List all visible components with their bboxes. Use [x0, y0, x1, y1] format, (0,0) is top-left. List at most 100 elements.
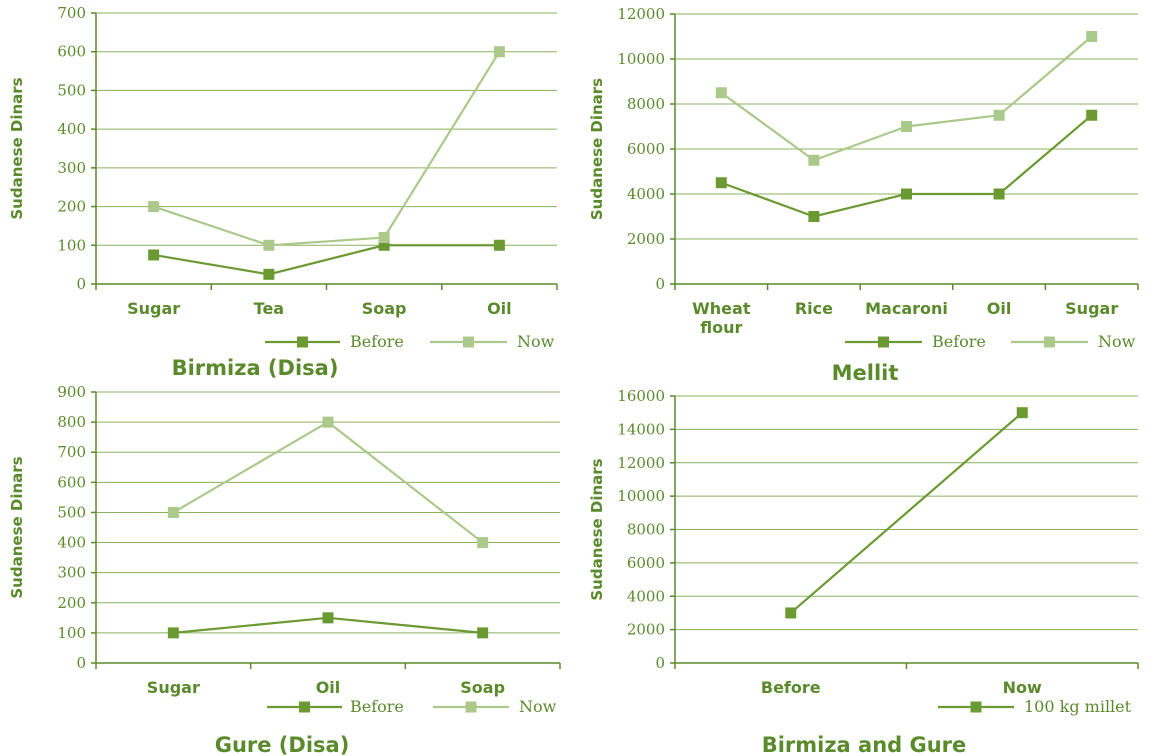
y-tick-label: 300 [57, 159, 86, 177]
y-tick-label: 0 [655, 275, 665, 293]
data-point-now [493, 46, 505, 58]
x-category-label: Sugar [1065, 299, 1118, 318]
legend-marker-swatch [970, 701, 982, 713]
y-tick-label: 8000 [627, 95, 665, 113]
legend-marker-swatch [297, 336, 308, 348]
data-point-now [993, 109, 1005, 121]
data-point-now [378, 232, 390, 244]
legend-label: 100 kg millet [1024, 697, 1132, 716]
chart-panel-2: 0 2000 4000 6000 8000 10000 12000 Wheat flour Ric… [588, 5, 1139, 385]
series-line-now [720, 35, 1093, 162]
y-axis-label: Sudanese Dinars [8, 77, 26, 219]
y-tick-label: 4000 [627, 185, 665, 203]
data-point-before [477, 627, 489, 639]
legend-marker-swatch [299, 701, 310, 713]
x-category-label: Sugar [127, 299, 180, 318]
data-point-before [901, 188, 912, 200]
data-point-before [378, 239, 390, 251]
y-tick-label: 900 [57, 383, 86, 401]
y-tick-label: 700 [57, 4, 86, 22]
data-point-before [808, 211, 820, 222]
data-point-now [322, 416, 334, 428]
legend-label: Now [1098, 332, 1136, 351]
y-tick-label: 500 [57, 503, 86, 521]
y-tick-label: 200 [57, 198, 86, 216]
y-tick-label: 4000 [627, 587, 665, 605]
x-category-label: Rice [795, 299, 833, 318]
y-tick-label: 6000 [627, 554, 665, 572]
y-tick-label: 400 [57, 120, 86, 138]
legend-entry: Before [845, 332, 986, 351]
y-tick-label: 500 [57, 81, 86, 99]
legend-label: Now [519, 697, 557, 716]
y-tick-label: 8000 [627, 521, 665, 539]
y-tick-label: 300 [57, 564, 86, 582]
chart-title: Birmiza (Disa) [172, 356, 339, 380]
y-tick-label: 100 [57, 236, 86, 254]
y-tick-label: 400 [57, 534, 86, 552]
legend-marker-swatch [1044, 336, 1055, 348]
x-category-label: Oil [316, 678, 341, 697]
data-point-before [1086, 109, 1098, 121]
legend-label: Before [932, 332, 986, 351]
data-point-now [901, 121, 912, 132]
data-point-now [477, 537, 489, 549]
x-category-label: Soap [362, 299, 407, 318]
y-tick-label: 0 [76, 654, 86, 672]
chart-panel-4: 0 2000 4000 6000 8000 10000 12000 14000 16000 Bef… [588, 387, 1139, 756]
y-tick-label: 10000 [617, 50, 665, 68]
data-point-now [148, 201, 160, 213]
legend-entry: 100 kg millet [938, 697, 1132, 716]
legend-label: Now [517, 332, 555, 351]
y-tick-label: 700 [57, 443, 86, 461]
x-category-label: Now [1003, 678, 1042, 697]
data-point-now [263, 239, 275, 251]
x-category-label: Sugar [147, 678, 200, 697]
legend-entry: Now [1011, 332, 1136, 351]
y-tick-label: 0 [655, 654, 665, 672]
chart-panel-3: 0 100 200 300 400 500 600 700 800 900 Sugar Oil Soap… [8, 383, 561, 756]
data-point-now [808, 154, 820, 166]
legend-marker-swatch [463, 336, 474, 348]
x-category-label: Oil [987, 299, 1012, 318]
x-category-label: Soap [460, 678, 505, 697]
chart-title: Birmiza and Gure [762, 733, 967, 756]
y-tick-label: 600 [57, 473, 86, 491]
y-tick-label: 12000 [617, 454, 665, 472]
legend-marker-swatch [878, 336, 889, 348]
series-line-100-kg-millet [790, 411, 1023, 614]
data-point-before [493, 239, 505, 251]
y-tick-label: 6000 [627, 140, 665, 158]
legend-entry: Now [430, 332, 555, 351]
data-point-now [1086, 31, 1098, 42]
y-tick-label: 10000 [617, 487, 665, 505]
data-point-100-kg-millet [1016, 407, 1028, 419]
legend-entry: Before [267, 697, 404, 716]
x-category-label: Oil [487, 299, 512, 318]
legend-entry: Before [265, 332, 404, 351]
y-tick-label: 0 [76, 275, 86, 293]
y-tick-label: 14000 [617, 420, 665, 438]
y-tick-label: 600 [57, 43, 86, 61]
legend-entry: Now [433, 697, 557, 716]
data-point-before [715, 177, 727, 189]
data-point-before [263, 268, 275, 280]
data-point-now [715, 87, 727, 99]
y-tick-label: 100 [57, 624, 86, 642]
x-category-label: Tea [254, 299, 284, 318]
legend-marker-swatch [465, 701, 477, 713]
data-point-now [167, 506, 179, 518]
data-point-before [993, 188, 1005, 200]
data-point-100-kg-millet [785, 607, 797, 619]
y-axis-label: Sudanese Dinars [588, 78, 606, 220]
legend-label: Before [350, 697, 404, 716]
data-point-before [322, 612, 334, 624]
chart-title: Mellit [832, 361, 899, 385]
y-tick-label: 16000 [617, 387, 665, 405]
y-tick-label: 12000 [617, 5, 665, 23]
y-tick-label: 800 [57, 413, 86, 431]
series-line-before [153, 244, 500, 276]
series-line-now [153, 51, 501, 247]
data-point-before [148, 249, 160, 261]
